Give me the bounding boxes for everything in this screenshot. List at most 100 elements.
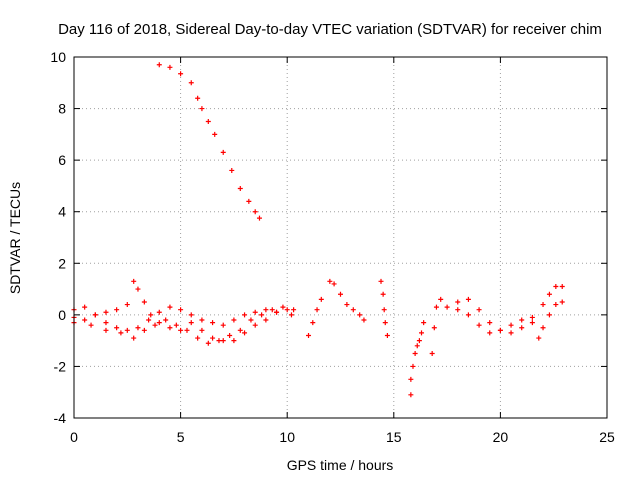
data-point — [284, 307, 290, 313]
data-point — [135, 286, 141, 292]
y-tick-label: 10 — [50, 49, 66, 65]
data-point — [419, 330, 425, 336]
x-axis-label: GPS time / hours — [287, 457, 394, 473]
data-point — [135, 325, 141, 331]
data-point — [173, 322, 179, 328]
data-point — [156, 320, 162, 326]
data-point — [310, 320, 316, 326]
data-point — [220, 322, 226, 328]
axis-ticks: 0 5 10 15 20 25 -4 -2 0 2 4 6 8 10 — [50, 49, 615, 445]
data-point — [259, 312, 265, 318]
series-arc-g — [429, 283, 565, 357]
data-point — [318, 296, 324, 302]
data-point — [263, 307, 269, 313]
data-point — [378, 278, 384, 284]
data-point — [103, 320, 109, 326]
data-point — [188, 320, 194, 326]
data-point — [306, 332, 312, 338]
data-point — [156, 309, 162, 315]
data-point — [529, 314, 535, 320]
data-point — [414, 343, 420, 349]
data-point — [280, 304, 286, 310]
data-point — [455, 299, 461, 305]
x-tick-label: 20 — [493, 429, 509, 445]
data-point — [465, 296, 471, 302]
data-point — [205, 340, 211, 346]
data-point — [338, 291, 343, 297]
data-point — [519, 317, 525, 323]
data-point — [88, 322, 94, 328]
data-point — [487, 330, 493, 336]
data-point — [553, 302, 559, 308]
data-point — [141, 327, 147, 333]
data-point — [188, 312, 194, 318]
series-arc-d — [306, 278, 367, 338]
data-point — [163, 317, 169, 323]
series-arc-f — [408, 320, 427, 398]
plot-frame — [73, 56, 608, 419]
data-point — [178, 71, 184, 77]
data-point — [220, 338, 226, 344]
data-point — [431, 325, 437, 331]
data-point — [410, 363, 416, 369]
data-point — [455, 307, 461, 313]
data-point — [195, 335, 201, 341]
data-point — [508, 322, 514, 328]
data-point — [231, 317, 237, 323]
data-point — [421, 320, 427, 326]
data-point — [205, 118, 211, 124]
data-point — [248, 317, 254, 323]
data-point — [103, 327, 109, 333]
data-point — [546, 312, 552, 318]
data-point — [141, 299, 147, 305]
data-point — [274, 309, 280, 315]
data-point — [416, 338, 422, 344]
data-point — [199, 327, 205, 333]
data-point — [178, 307, 184, 313]
data-point — [131, 278, 137, 284]
data-point — [465, 312, 471, 318]
data-point — [508, 330, 514, 336]
series-descending-arc — [156, 62, 262, 221]
data-point — [124, 302, 130, 308]
data-point — [269, 307, 275, 313]
data-point — [252, 309, 258, 315]
data-point — [381, 307, 387, 313]
data-point — [487, 320, 493, 326]
data-point — [350, 307, 356, 313]
data-point — [314, 307, 320, 313]
data-point — [408, 392, 414, 398]
y-tick-label: -4 — [54, 410, 67, 426]
data-point — [82, 317, 88, 323]
data-point — [546, 291, 552, 297]
data-point — [327, 278, 333, 284]
data-point — [553, 283, 559, 289]
y-tick-label: -2 — [54, 358, 67, 374]
y-axis-label: SDTVAR / TECUs — [7, 182, 23, 294]
data-point — [227, 332, 233, 338]
data-point — [146, 317, 152, 323]
data-point — [118, 330, 124, 336]
data-point — [433, 304, 439, 310]
data-point — [246, 198, 252, 204]
data-point — [103, 309, 109, 315]
series-arc-e — [378, 278, 390, 338]
data-point — [263, 317, 269, 323]
data-point — [559, 283, 565, 289]
x-tick-label: 15 — [386, 429, 402, 445]
data-point — [291, 307, 297, 313]
data-point — [152, 322, 158, 328]
x-tick-label: 10 — [279, 429, 295, 445]
data-point — [195, 95, 201, 101]
data-point — [497, 327, 503, 333]
data-point — [408, 376, 414, 382]
data-point — [199, 317, 205, 323]
x-tick-label: 0 — [70, 429, 78, 445]
data-point — [536, 335, 542, 341]
data-point — [252, 209, 258, 215]
data-point — [210, 320, 216, 326]
y-tick-label: 8 — [58, 101, 66, 117]
data-point — [361, 317, 367, 323]
data-point — [178, 327, 184, 333]
